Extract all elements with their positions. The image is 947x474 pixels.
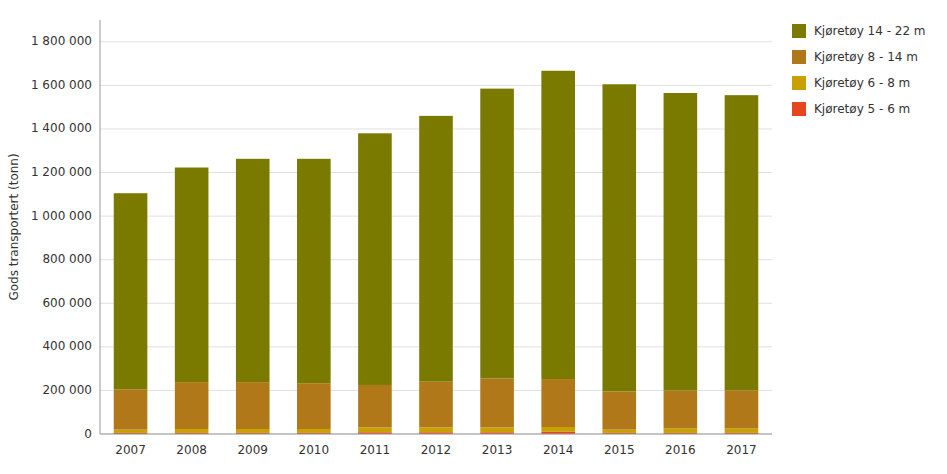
y-tick-label: 1 800 000 (31, 34, 92, 48)
legend-label: Kjøretøy 14 - 22 m (814, 24, 926, 38)
y-axis-line (100, 20, 101, 434)
bar-segment (541, 71, 575, 379)
bar-segment (358, 385, 392, 427)
legend-label: Kjøretøy 8 - 14 m (814, 50, 918, 64)
y-tick-label: 1 600 000 (31, 78, 92, 92)
bar-segment (725, 95, 759, 390)
bar-segment (236, 159, 270, 382)
bar-segment (602, 430, 636, 433)
x-tick-label: 2007 (115, 443, 146, 457)
x-tick-label: 2010 (299, 443, 330, 457)
y-tick-label: 1 400 000 (31, 121, 92, 135)
grid-line (100, 85, 772, 86)
y-tick-label: 400 000 (42, 339, 92, 353)
bar-segment (175, 168, 209, 383)
x-axis-line (100, 434, 772, 435)
bar-segment (297, 429, 331, 433)
bar-segment (541, 379, 575, 427)
legend-swatch (792, 50, 806, 64)
x-tick-label: 2011 (360, 443, 391, 457)
x-tick-label: 2012 (421, 443, 452, 457)
y-tick-label: 600 000 (42, 296, 92, 310)
bars (114, 71, 759, 434)
bar-segment (664, 429, 698, 433)
x-tick-label: 2014 (543, 443, 574, 457)
y-ticks: 0 200 000 400 000 600 000 800 000 1 000 000 1 … (31, 34, 92, 440)
bar-segment (114, 389, 148, 429)
x-tick-label: 2017 (726, 443, 757, 457)
chart: 0 200 000 400 000 600 000 800 000 1 000 000 1 … (0, 0, 947, 474)
x-tick-label: 2016 (665, 443, 696, 457)
grid-line (100, 434, 772, 435)
legend-label: Kjøretøy 6 - 8 m (814, 76, 910, 90)
bar-segment (419, 382, 453, 428)
bar-segment (480, 89, 514, 379)
bar-segment (725, 429, 759, 433)
x-tick-label: 2008 (176, 443, 207, 457)
y-tick-label: 0 (84, 427, 92, 441)
bar-segment (358, 133, 392, 385)
bar-segment (480, 378, 514, 427)
legend: Kjøretøy 14 - 22 m Kjøretøy 8 - 14 m Kjøre… (792, 24, 926, 117)
grid-line (100, 41, 772, 42)
bar-segment (236, 382, 270, 429)
x-tick-label: 2015 (604, 443, 635, 457)
legend-swatch (792, 102, 806, 116)
y-tick-label: 800 000 (42, 252, 92, 266)
bar-segment (664, 93, 698, 390)
bar-segment (114, 193, 148, 389)
bar-segment (419, 427, 453, 432)
bar-segment (236, 429, 270, 433)
legend-label: Kjøretøy 5 - 6 m (814, 102, 910, 116)
bar-segment (602, 84, 636, 391)
x-tick-label: 2013 (482, 443, 513, 457)
x-ticks: 2007 2008 2009 2010 2011 2012 2013 2014 2015 2016… (115, 443, 756, 457)
bar-segment (175, 382, 209, 429)
bar-segment (541, 427, 575, 432)
bar-segment (297, 383, 331, 429)
bar-segment (725, 390, 759, 428)
bar-segment (419, 116, 453, 382)
bar-segment (480, 427, 514, 432)
bar-segment (114, 430, 148, 433)
legend-swatch (792, 76, 806, 90)
bar-segment (358, 427, 392, 432)
y-axis-label: Gods transportert (tonn) (7, 153, 21, 300)
y-tick-label: 1 000 000 (31, 209, 92, 223)
bar-segment (664, 390, 698, 428)
bar-segment (175, 429, 209, 433)
legend-swatch (792, 24, 806, 38)
y-tick-label: 1 200 000 (31, 165, 92, 179)
bar-segment (297, 159, 331, 383)
grid (100, 42, 772, 434)
x-tick-label: 2009 (237, 443, 268, 457)
bar-segment (602, 392, 636, 430)
y-tick-label: 200 000 (42, 383, 92, 397)
